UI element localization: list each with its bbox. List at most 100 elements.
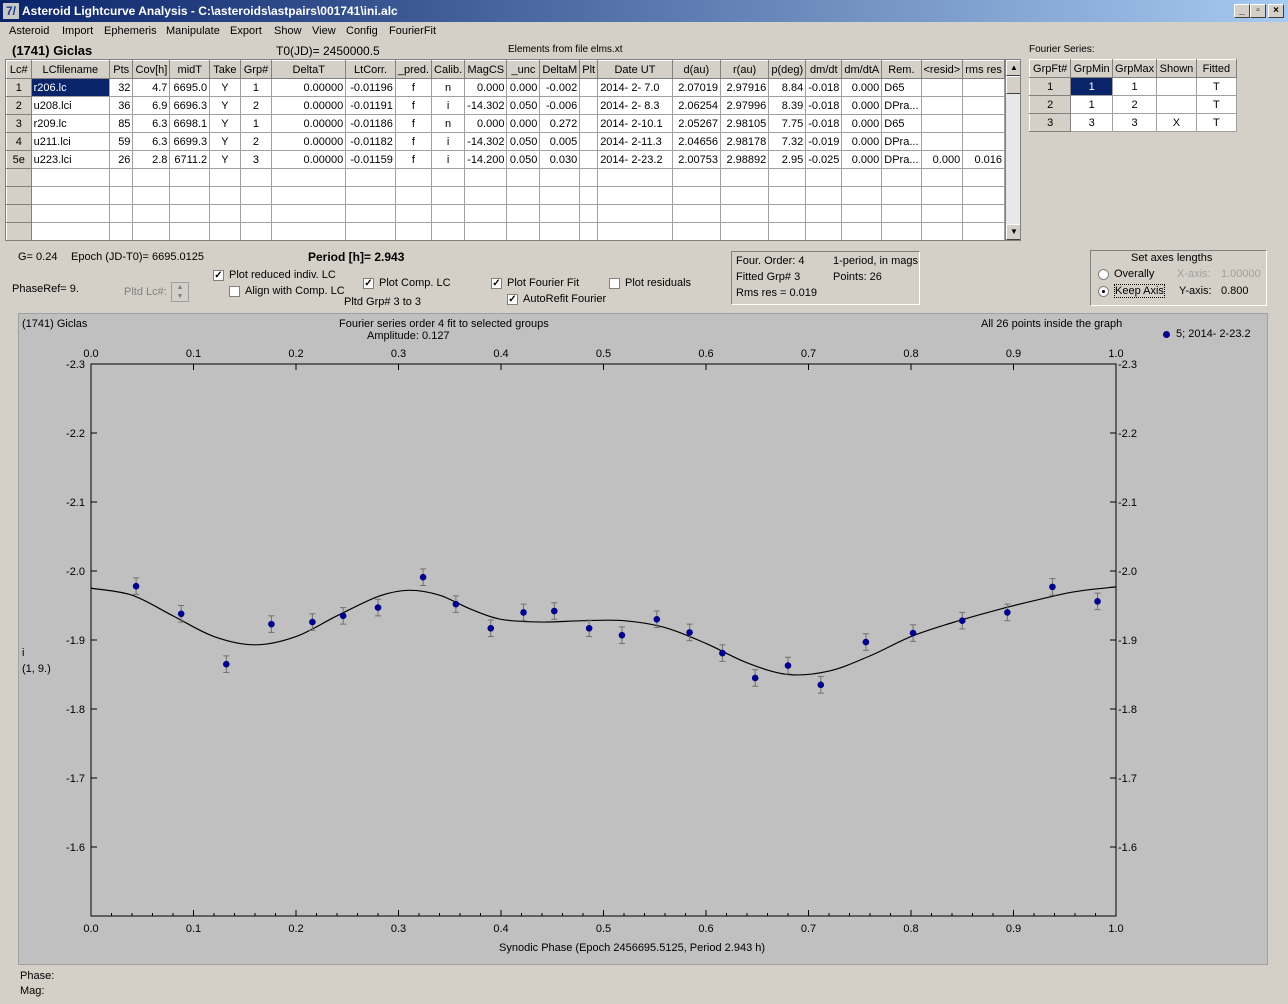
table-cell[interactable]: 2.06254 xyxy=(671,96,721,115)
table-cell[interactable]: 6.9 xyxy=(132,96,171,115)
empty-table-row[interactable] xyxy=(6,222,1005,240)
empty-table-row[interactable] xyxy=(6,168,1005,187)
table-cell[interactable] xyxy=(962,204,1005,223)
table-cell[interactable]: 0.050 xyxy=(506,150,541,169)
table-cell[interactable] xyxy=(671,168,721,187)
table-cell[interactable]: 2.98178 xyxy=(719,132,770,151)
table-cell[interactable]: 0.00000 xyxy=(271,150,347,169)
table-cell[interactable]: 3 xyxy=(239,150,273,169)
lc-col-header[interactable]: Pts xyxy=(108,60,134,79)
table-cell[interactable] xyxy=(962,222,1005,240)
lc-col-header[interactable]: dm/dtA xyxy=(841,60,883,79)
table-cell[interactable] xyxy=(597,186,673,205)
table-cell[interactable] xyxy=(962,78,1005,97)
table-cell[interactable] xyxy=(579,186,599,205)
table-cell[interactable]: DPra... xyxy=(881,132,922,151)
menu-asteroid[interactable]: Asteroid xyxy=(9,25,50,37)
menu-fourierfit[interactable]: FourierFit xyxy=(389,25,437,37)
lc-col-header[interactable]: Date UT xyxy=(597,60,673,79)
table-cell[interactable]: 2014- 2-10.1 xyxy=(597,114,673,133)
lc-col-header[interactable]: Take xyxy=(209,60,241,79)
table-cell[interactable]: 2 xyxy=(239,132,273,151)
lc-col-header[interactable]: dm/dt xyxy=(805,60,843,79)
lc-col-header[interactable]: d(au) xyxy=(671,60,721,79)
lc-col-header[interactable]: Cov[h] xyxy=(132,60,171,79)
table-cell[interactable] xyxy=(719,168,770,187)
table-cell[interactable]: 2.05267 xyxy=(671,114,721,133)
table-cell[interactable] xyxy=(920,96,964,115)
table-cell[interactable] xyxy=(209,222,241,240)
table-cell[interactable]: 2014- 2-23.2 xyxy=(597,150,673,169)
table-cell[interactable] xyxy=(597,168,673,187)
table-cell[interactable]: 0.00000 xyxy=(271,96,347,115)
table-cell[interactable]: 2014- 2- 7.0 xyxy=(597,78,673,97)
menu-import[interactable]: Import xyxy=(62,25,94,37)
row-header[interactable] xyxy=(6,168,32,187)
table-cell[interactable] xyxy=(271,222,347,240)
table-cell[interactable]: 0.030 xyxy=(539,150,581,169)
table-cell[interactable]: r209.lc xyxy=(30,114,110,133)
table-row[interactable]: 4 u211.lci 59 6.3 6699.3 Y 2 0.00000 -0.01182 f i -… xyxy=(6,132,1005,151)
table-cell[interactable]: -0.01182 xyxy=(345,132,396,151)
fs-table-cell[interactable]: 3 xyxy=(1112,113,1158,132)
table-cell[interactable] xyxy=(464,186,508,205)
table-cell[interactable]: u211.lci xyxy=(30,132,110,151)
table-cell[interactable] xyxy=(539,168,581,187)
scroll-thumb[interactable] xyxy=(1006,76,1020,94)
fs-row-header[interactable]: 2 xyxy=(1028,95,1072,114)
table-cell[interactable]: 2.04656 xyxy=(671,132,721,151)
scroll-down-arrow-icon[interactable]: ▼ xyxy=(1006,224,1020,240)
table-cell[interactable]: r206.lc xyxy=(30,78,110,97)
keep-axis-radio[interactable]: Keep Axis xyxy=(1098,284,1165,298)
lc-col-header[interactable]: _unc xyxy=(506,60,541,79)
table-cell[interactable] xyxy=(464,168,508,187)
table-row[interactable]: 1 r206.lc 32 4.7 6695.0 Y 1 0.00000 -0.01196 f n 0.… xyxy=(6,78,1005,97)
table-cell[interactable]: -14.200 xyxy=(464,150,508,169)
table-cell[interactable] xyxy=(431,222,466,240)
fs-table-cell[interactable]: T xyxy=(1195,95,1238,114)
table-cell[interactable]: 2.07019 xyxy=(671,78,721,97)
table-cell[interactable] xyxy=(132,204,171,223)
table-row[interactable]: 2 u208.lci 36 6.9 6696.3 Y 2 0.00000 -0.01191 f i -… xyxy=(6,96,1005,115)
table-cell[interactable]: 0.000 xyxy=(464,78,508,97)
table-cell[interactable] xyxy=(271,168,347,187)
x-axis-value[interactable]: 1.00000 xyxy=(1221,268,1261,280)
table-cell[interactable]: 8.84 xyxy=(768,78,807,97)
table-cell[interactable] xyxy=(579,96,599,115)
table-cell[interactable] xyxy=(108,186,134,205)
fs-col-header[interactable]: GrpMin xyxy=(1070,59,1114,78)
fs-table-cell[interactable] xyxy=(1156,95,1197,114)
table-cell[interactable]: 6711.2 xyxy=(169,150,211,169)
table-cell[interactable] xyxy=(805,168,843,187)
table-cell[interactable] xyxy=(805,222,843,240)
fs-table-cell[interactable]: T xyxy=(1195,113,1238,132)
table-cell[interactable] xyxy=(805,204,843,223)
table-cell[interactable] xyxy=(962,96,1005,115)
table-cell[interactable]: 2014- 2-11.3 xyxy=(597,132,673,151)
table-cell[interactable]: Y xyxy=(209,96,241,115)
table-cell[interactable] xyxy=(671,222,721,240)
lc-col-header[interactable]: DeltaT xyxy=(271,60,347,79)
menu-export[interactable]: Export xyxy=(230,25,262,37)
table-cell[interactable]: -0.019 xyxy=(805,132,843,151)
table-cell[interactable] xyxy=(209,204,241,223)
table-cell[interactable] xyxy=(506,168,541,187)
fs-table-cell[interactable]: X xyxy=(1156,113,1197,132)
fs-col-header[interactable]: Fitted xyxy=(1195,59,1238,78)
table-cell[interactable]: 2.98892 xyxy=(719,150,770,169)
table-cell[interactable] xyxy=(132,222,171,240)
table-cell[interactable] xyxy=(169,186,211,205)
table-cell[interactable] xyxy=(464,204,508,223)
table-cell[interactable]: D65 xyxy=(881,114,922,133)
table-cell[interactable]: -0.018 xyxy=(805,96,843,115)
table-cell[interactable]: Y xyxy=(209,132,241,151)
table-cell[interactable] xyxy=(579,168,599,187)
table-cell[interactable]: 26 xyxy=(108,150,134,169)
fs-col-header[interactable]: Shown xyxy=(1156,59,1197,78)
table-cell[interactable]: 6695.0 xyxy=(169,78,211,97)
lc-col-header[interactable]: LtCorr. xyxy=(345,60,396,79)
restore-button[interactable]: ▫ xyxy=(1250,4,1266,18)
table-cell[interactable] xyxy=(920,78,964,97)
table-cell[interactable] xyxy=(431,186,466,205)
table-cell[interactable]: 6696.3 xyxy=(169,96,211,115)
